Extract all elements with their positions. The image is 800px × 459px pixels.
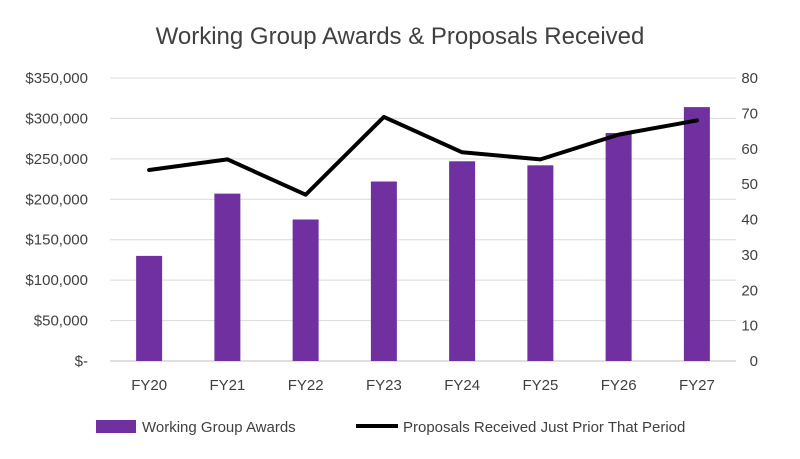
- bar: [292, 219, 319, 361]
- bar: [214, 193, 241, 361]
- legend-swatch-awards: [96, 420, 136, 433]
- bar: [683, 107, 710, 361]
- right-tick-label: 10: [741, 318, 758, 335]
- right-axis: 0 10 20 30 40 50 60 70 80: [741, 70, 758, 370]
- left-tick-label: $200,000: [25, 191, 88, 208]
- x-tick-label: FY27: [679, 377, 715, 394]
- bar: [605, 132, 632, 361]
- legend: Working Group Awards Proposals Received …: [96, 419, 685, 436]
- x-tick-label: FY23: [366, 377, 402, 394]
- right-tick-label: 0: [750, 353, 758, 370]
- left-tick-label: $-: [75, 353, 88, 370]
- right-tick-label: 50: [741, 176, 758, 193]
- left-tick-label: $150,000: [25, 232, 88, 249]
- right-tick-label: 80: [741, 70, 758, 87]
- left-tick-label: $50,000: [34, 313, 88, 330]
- left-tick-label: $250,000: [25, 151, 88, 168]
- right-tick-label: 30: [741, 247, 758, 264]
- left-tick-label: $100,000: [25, 272, 88, 289]
- right-tick-label: 70: [741, 105, 758, 122]
- line-series: [147, 114, 699, 197]
- left-tick-label: $350,000: [25, 70, 88, 87]
- bar: [370, 181, 397, 361]
- left-tick-label: $300,000: [25, 110, 88, 127]
- x-tick-label: FY21: [209, 377, 245, 394]
- right-tick-label: 40: [741, 212, 758, 229]
- x-tick-label: FY20: [131, 377, 167, 394]
- chart-title: Working Group Awards & Proposals Receive…: [156, 23, 645, 50]
- x-tick-label: FY25: [522, 377, 558, 394]
- x-axis: FY20 FY21 FY22 FY23 FY24 FY25 FY26 FY27: [131, 377, 715, 394]
- legend-label-awards: Working Group Awards: [142, 419, 296, 436]
- bar: [449, 161, 476, 361]
- right-tick-label: 20: [741, 282, 758, 299]
- legend-label-proposals: Proposals Received Just Prior That Perio…: [403, 419, 685, 436]
- x-tick-label: FY24: [444, 377, 480, 394]
- bar: [527, 165, 554, 361]
- x-tick-label: FY26: [601, 377, 637, 394]
- x-tick-label: FY22: [288, 377, 324, 394]
- bar: [136, 255, 163, 361]
- bar-series: [136, 107, 710, 361]
- left-axis: $- $50,000 $100,000 $150,000 $200,000 $250,00…: [25, 70, 88, 370]
- gridlines: [110, 77, 736, 362]
- right-tick-label: 60: [741, 141, 758, 158]
- proposals-line: [147, 114, 699, 197]
